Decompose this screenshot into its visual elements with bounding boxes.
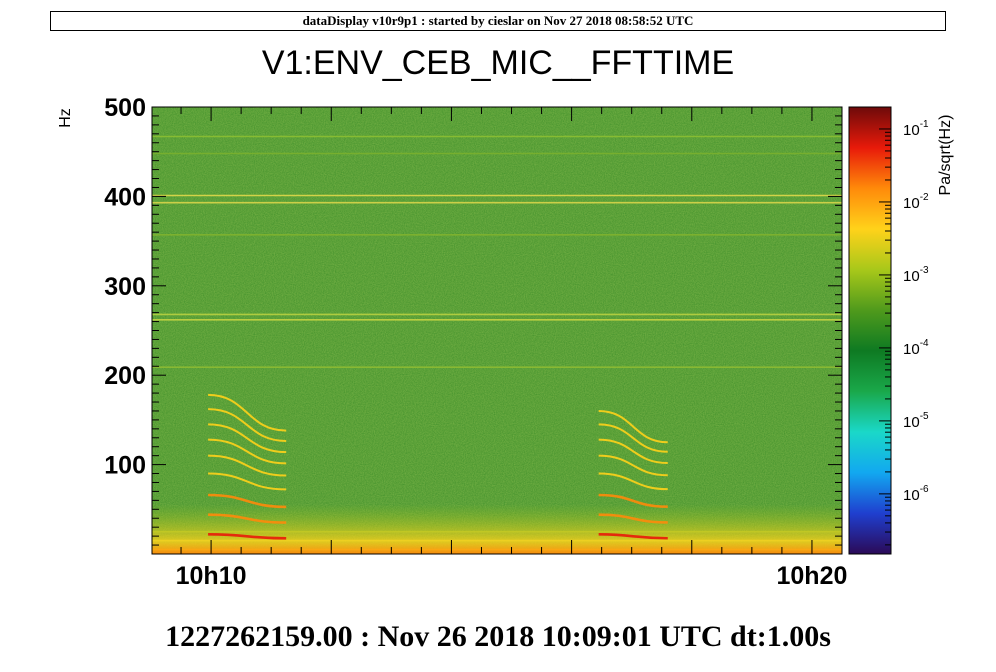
chart-title: V1:ENV_CEB_MIC__FFTTIME (261, 44, 735, 82)
colorbar-title: Pa/sqrt(Hz) (937, 115, 954, 196)
colorbar-gradient (848, 106, 892, 555)
colorbar-tick-label: 10-5 (903, 411, 929, 431)
colorbar: 10-1 10-2 10-3 10-4 10-5 10-6 (848, 106, 929, 555)
burst-1-harmonic-3 (208, 493, 287, 509)
burst-1-harmonic-4 (208, 472, 287, 491)
gps-time-footer: 1227262159.00 : Nov 26 2018 10:09:01 UTC… (165, 620, 831, 653)
burst-1-harmonic-6 (208, 438, 287, 465)
plot-area (151, 106, 843, 555)
burst-2-harmonic-6 (598, 438, 668, 465)
burst-2-harmonic-5 (598, 454, 668, 477)
burst-2-harmonic-3 (598, 493, 668, 509)
burst-1-harmonic-2 (208, 513, 287, 524)
burst-1-harmonic-1 (208, 533, 287, 540)
y-tick-label-400: 400 (104, 183, 146, 211)
colorbar-tick-label: 10-2 (903, 192, 929, 212)
y-tick-label-100: 100 (104, 452, 146, 480)
y-tick-label-500: 500 (104, 94, 146, 122)
colorbar-tick-label: 10-4 (903, 338, 929, 358)
colorbar-tick-label: 10-1 (903, 119, 929, 139)
burst-2-harmonic-1 (598, 533, 668, 540)
burst-2-harmonic-7 (598, 423, 668, 453)
y-tick-label-200: 200 (104, 362, 146, 390)
burst-2-harmonic-4 (598, 472, 668, 491)
x-tick-label-10h10: 10h10 (176, 562, 247, 590)
colorbar-tick-label: 10-3 (903, 265, 929, 285)
y-tick-label-300: 300 (104, 273, 146, 301)
x-axis: 10h10 10h20 (176, 107, 848, 590)
burst-1-harmonic-8 (208, 408, 287, 442)
x-tick-label-10h20: 10h20 (777, 562, 848, 590)
burst-1-harmonic-9 (208, 393, 287, 432)
burst-2-harmonic-2 (598, 513, 668, 524)
low-frequency-band (152, 504, 842, 554)
burst-1-harmonic-5 (208, 454, 287, 477)
y-axis: 100 200 300 400 500 (104, 94, 842, 546)
y-axis-title: Hz (57, 108, 74, 128)
burst-2-harmonic-8 (598, 409, 668, 444)
run-info-banner: dataDisplay v10r9p1 : started by cieslar… (50, 11, 946, 31)
plot-noise (152, 107, 842, 554)
burst-1-harmonic-7 (208, 423, 287, 454)
colorbar-tick-label: 10-6 (903, 484, 929, 504)
